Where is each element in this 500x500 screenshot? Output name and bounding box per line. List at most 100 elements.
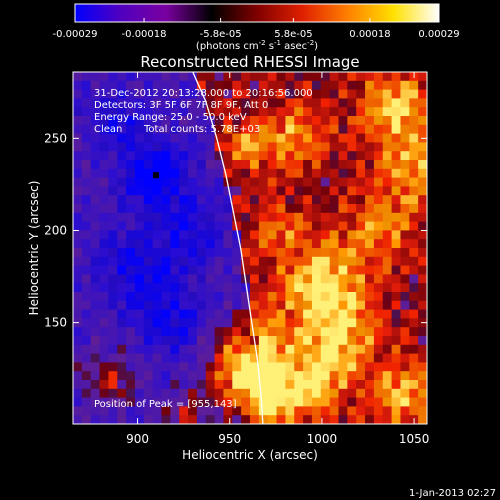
heatmap-cell — [373, 362, 384, 372]
heatmap-cell — [196, 107, 207, 117]
heatmap-cell — [188, 186, 198, 196]
heatmap-cell — [303, 415, 313, 424]
heatmap-cell — [347, 212, 357, 222]
heatmap-cell — [214, 380, 224, 390]
heatmap-cell — [373, 124, 384, 134]
heatmap-cell — [347, 292, 357, 302]
heatmap-cell — [196, 98, 207, 108]
heatmap-cell — [276, 98, 286, 108]
heatmap-cell — [170, 160, 180, 170]
heatmap-cell — [232, 397, 242, 407]
heatmap-cell — [382, 362, 392, 372]
heatmap-cell — [196, 133, 207, 143]
heatmap-cell — [108, 388, 118, 398]
heatmap-cell — [73, 406, 83, 416]
heatmap-cell — [223, 292, 233, 302]
heatmap-cell — [99, 204, 109, 214]
heatmap-cell — [373, 142, 384, 152]
heatmap-cell — [356, 309, 366, 319]
heatmap-cell — [73, 380, 83, 390]
heatmap-cell — [356, 89, 366, 99]
heatmap-cell — [391, 124, 401, 134]
heatmap-cell — [152, 371, 162, 381]
heatmap-cell — [81, 388, 92, 398]
heatmap-cell — [196, 256, 207, 266]
heatmap-cell — [329, 353, 339, 363]
y-tick-label: 200 — [44, 223, 67, 237]
heatmap-cell — [276, 212, 286, 222]
heatmap-cell — [205, 300, 215, 310]
heatmap-cell — [232, 160, 242, 170]
heatmap-cell — [365, 371, 375, 381]
heatmap-cell — [134, 248, 145, 258]
heatmap-cell — [232, 221, 242, 231]
heatmap-cell — [258, 362, 269, 372]
heatmap-cell — [418, 380, 427, 390]
heatmap-cell — [382, 89, 392, 99]
heatmap-cell — [329, 124, 339, 134]
heatmap-cell — [320, 239, 331, 249]
heatmap-cell — [81, 212, 92, 222]
heatmap-cell — [188, 265, 198, 275]
heatmap-cell — [347, 72, 357, 82]
heatmap-cell — [241, 230, 251, 240]
heatmap-cell — [409, 265, 419, 275]
heatmap-cell — [143, 151, 154, 161]
heatmap-cell — [267, 256, 277, 266]
heatmap-cell — [161, 300, 171, 310]
heatmap-cell — [152, 380, 162, 390]
heatmap-cell — [108, 274, 118, 284]
heatmap-cell — [134, 380, 145, 390]
heatmap-cell — [161, 116, 171, 126]
heatmap-cell — [73, 300, 83, 310]
heatmap-cell — [285, 72, 295, 82]
heatmap-cell — [196, 327, 207, 337]
heatmap-cell — [250, 300, 260, 310]
heatmap-cell — [126, 265, 136, 275]
heatmap-cell — [73, 177, 83, 187]
heatmap-cell — [152, 397, 162, 407]
heatmap-cell — [223, 415, 233, 424]
heatmap-cell — [99, 406, 109, 416]
heatmap-cell — [400, 371, 410, 381]
heatmap-cell — [196, 177, 207, 187]
heatmap-cell — [276, 388, 286, 398]
heatmap-cell — [303, 116, 313, 126]
heatmap-cell — [294, 239, 304, 249]
heatmap-cell — [188, 72, 198, 82]
heatmap-cell — [373, 230, 384, 240]
heatmap-cell — [418, 72, 427, 82]
heatmap-cell — [365, 353, 375, 363]
heatmap-cell — [303, 133, 313, 143]
heatmap-cell — [250, 151, 260, 161]
heatmap-cell — [232, 336, 242, 346]
heatmap-cell — [356, 318, 366, 328]
heatmap-cell — [418, 177, 427, 187]
heatmap-cell — [196, 124, 207, 134]
heatmap-cell — [391, 353, 401, 363]
heatmap-cell — [152, 248, 162, 258]
heatmap-cell — [90, 195, 100, 205]
heatmap-cell — [294, 160, 304, 170]
heatmap-cell — [241, 380, 251, 390]
heatmap-cell — [81, 300, 92, 310]
heatmap-cell — [373, 318, 384, 328]
heatmap-cell — [267, 89, 277, 99]
heatmap-cell — [152, 362, 162, 372]
heatmap-cell — [232, 116, 242, 126]
heatmap-cell — [365, 292, 375, 302]
heatmap-cell — [143, 124, 154, 134]
heatmap-cell — [347, 142, 357, 152]
heatmap-cell — [382, 353, 392, 363]
heatmap-cell — [409, 89, 419, 99]
heatmap-cell — [99, 212, 109, 222]
chart-title: Reconstructed RHESSI Image — [140, 53, 359, 71]
heatmap-cell — [126, 256, 136, 266]
heatmap-cell — [365, 248, 375, 258]
heatmap-cell — [161, 283, 171, 293]
heatmap-cell — [152, 230, 162, 240]
heatmap-cell — [329, 98, 339, 108]
heatmap-cell — [241, 265, 251, 275]
heatmap-cell — [108, 72, 118, 82]
heatmap-cell — [320, 415, 331, 424]
